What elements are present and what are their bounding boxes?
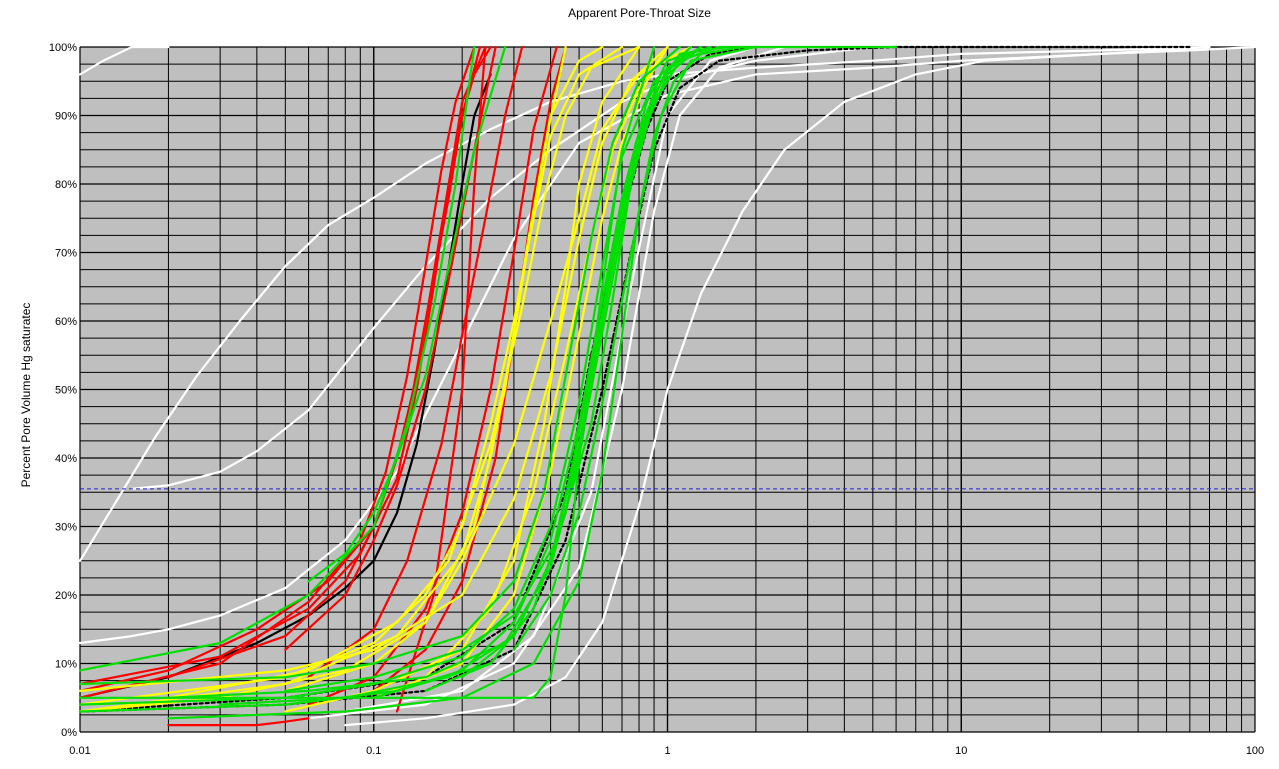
- y-tick-label: 90%: [55, 111, 77, 123]
- x-tick-label: 1: [664, 745, 670, 757]
- series-line-8: [78, 73, 492, 699]
- y-tick-label: 80%: [55, 179, 77, 191]
- y-tick-label: 60%: [55, 316, 77, 328]
- series-line-24: [78, 45, 669, 693]
- series-line-40: [424, 45, 898, 693]
- chart-title: Apparent Pore-Throat Size: [568, 6, 711, 20]
- series-line-1: [78, 45, 170, 76]
- series-line-43: [512, 45, 744, 651]
- series-line-17: [307, 45, 558, 706]
- series-line-41: [167, 45, 758, 720]
- y-tick-label: 100%: [49, 42, 77, 54]
- series-line-3: [78, 45, 1211, 645]
- series-line-39: [78, 45, 656, 699]
- series-line-31: [307, 45, 507, 583]
- series-line-32: [78, 45, 681, 686]
- y-tick-label: 10%: [55, 659, 77, 671]
- series-layer: [78, 45, 1257, 727]
- series-line-18: [372, 45, 567, 693]
- series-line-38: [372, 45, 703, 699]
- y-tick-labels: 0% 10% 20% 30% 40% 50% 60% 70% 80% 90% 100%: [49, 42, 77, 739]
- series-line-29: [424, 45, 669, 679]
- x-tick-label: 0.01: [69, 745, 90, 757]
- x-tick-label: 0.1: [366, 745, 381, 757]
- series-line-28: [78, 45, 567, 713]
- series-line-6: [307, 45, 786, 720]
- grid-lines: [79, 46, 1256, 733]
- series-line-21: [78, 45, 624, 706]
- series-line-7: [344, 45, 758, 713]
- y-tick-label: 20%: [55, 590, 77, 602]
- x-tick-labels: 0.01 0.1 1 10 100: [69, 745, 1264, 757]
- y-tick-label: 0%: [61, 727, 77, 739]
- series-line-16: [307, 45, 524, 679]
- y-tick-label: 30%: [55, 522, 77, 534]
- x-tick-label: 10: [955, 745, 967, 757]
- series-line-26: [284, 45, 641, 713]
- series-line-33: [78, 45, 692, 706]
- series-line-42: [461, 45, 703, 679]
- y-tick-label: 50%: [55, 385, 77, 397]
- series-line-19: [167, 717, 310, 727]
- y-tick-label: 40%: [55, 453, 77, 465]
- series-line-13: [78, 45, 487, 686]
- series-line-25: [284, 45, 692, 693]
- x-tick-label: 100: [1246, 745, 1264, 757]
- y-tick-label: 70%: [55, 248, 77, 260]
